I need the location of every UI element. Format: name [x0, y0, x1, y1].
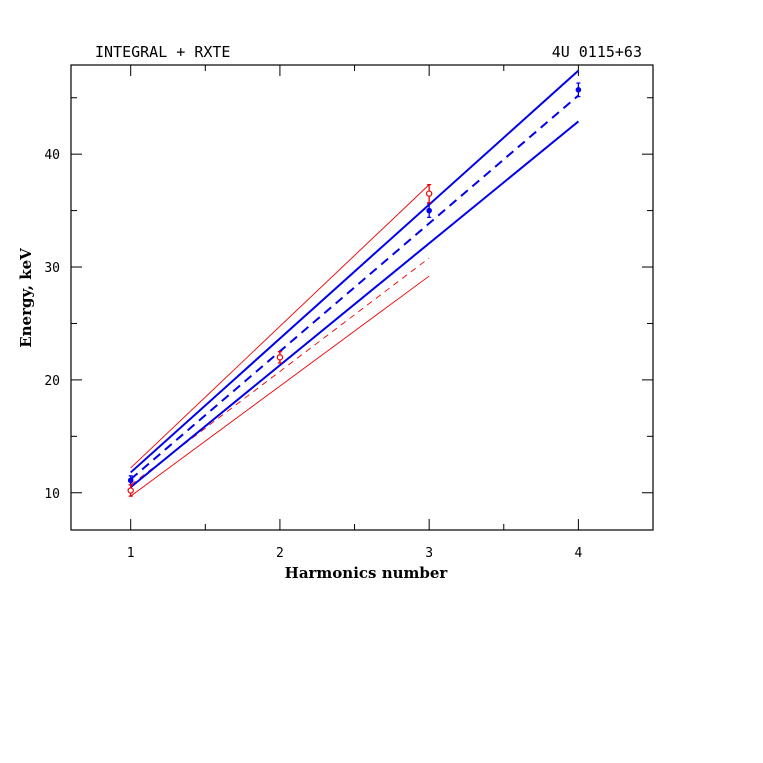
- x-axis-label: Harmonics number: [285, 564, 449, 582]
- y-tick-label: 30: [44, 261, 60, 276]
- blue-data-point: [575, 87, 582, 93]
- red-data-point: [425, 190, 433, 197]
- y-tick-label: 10: [44, 487, 60, 502]
- x-tick-label: 3: [425, 546, 433, 561]
- y-tick-label: 20: [44, 374, 60, 389]
- blue-data-point: [127, 477, 134, 484]
- blue-data-point: [426, 207, 432, 214]
- chart-title-left: INTEGRAL + RXTE: [95, 43, 230, 61]
- data-points: [127, 82, 582, 497]
- blue-fit-dashed-line: [130, 94, 580, 480]
- y-axis-label: Energy, keV: [17, 248, 35, 348]
- x-tick-label: 4: [574, 546, 582, 561]
- red-data-point: [276, 354, 284, 361]
- x-tick-label: 2: [276, 546, 284, 561]
- axis-ticks: 1 2 3 4 10 20 30 40: [44, 65, 654, 561]
- x-tick-label: 1: [127, 546, 135, 561]
- chart-title-right: 4U 0115+63: [552, 43, 642, 61]
- red-fit-dashed-line: [130, 257, 430, 486]
- y-tick-label: 40: [44, 148, 60, 163]
- red-fit-lower-line: [130, 275, 430, 497]
- blue-fit-upper-line: [130, 69, 580, 474]
- red-data-point: [127, 487, 134, 494]
- blue-fit-lower-line: [130, 120, 580, 488]
- fit-lines: [130, 69, 580, 497]
- red-fit-upper-line: [130, 184, 430, 469]
- plot-frame: [70, 64, 654, 531]
